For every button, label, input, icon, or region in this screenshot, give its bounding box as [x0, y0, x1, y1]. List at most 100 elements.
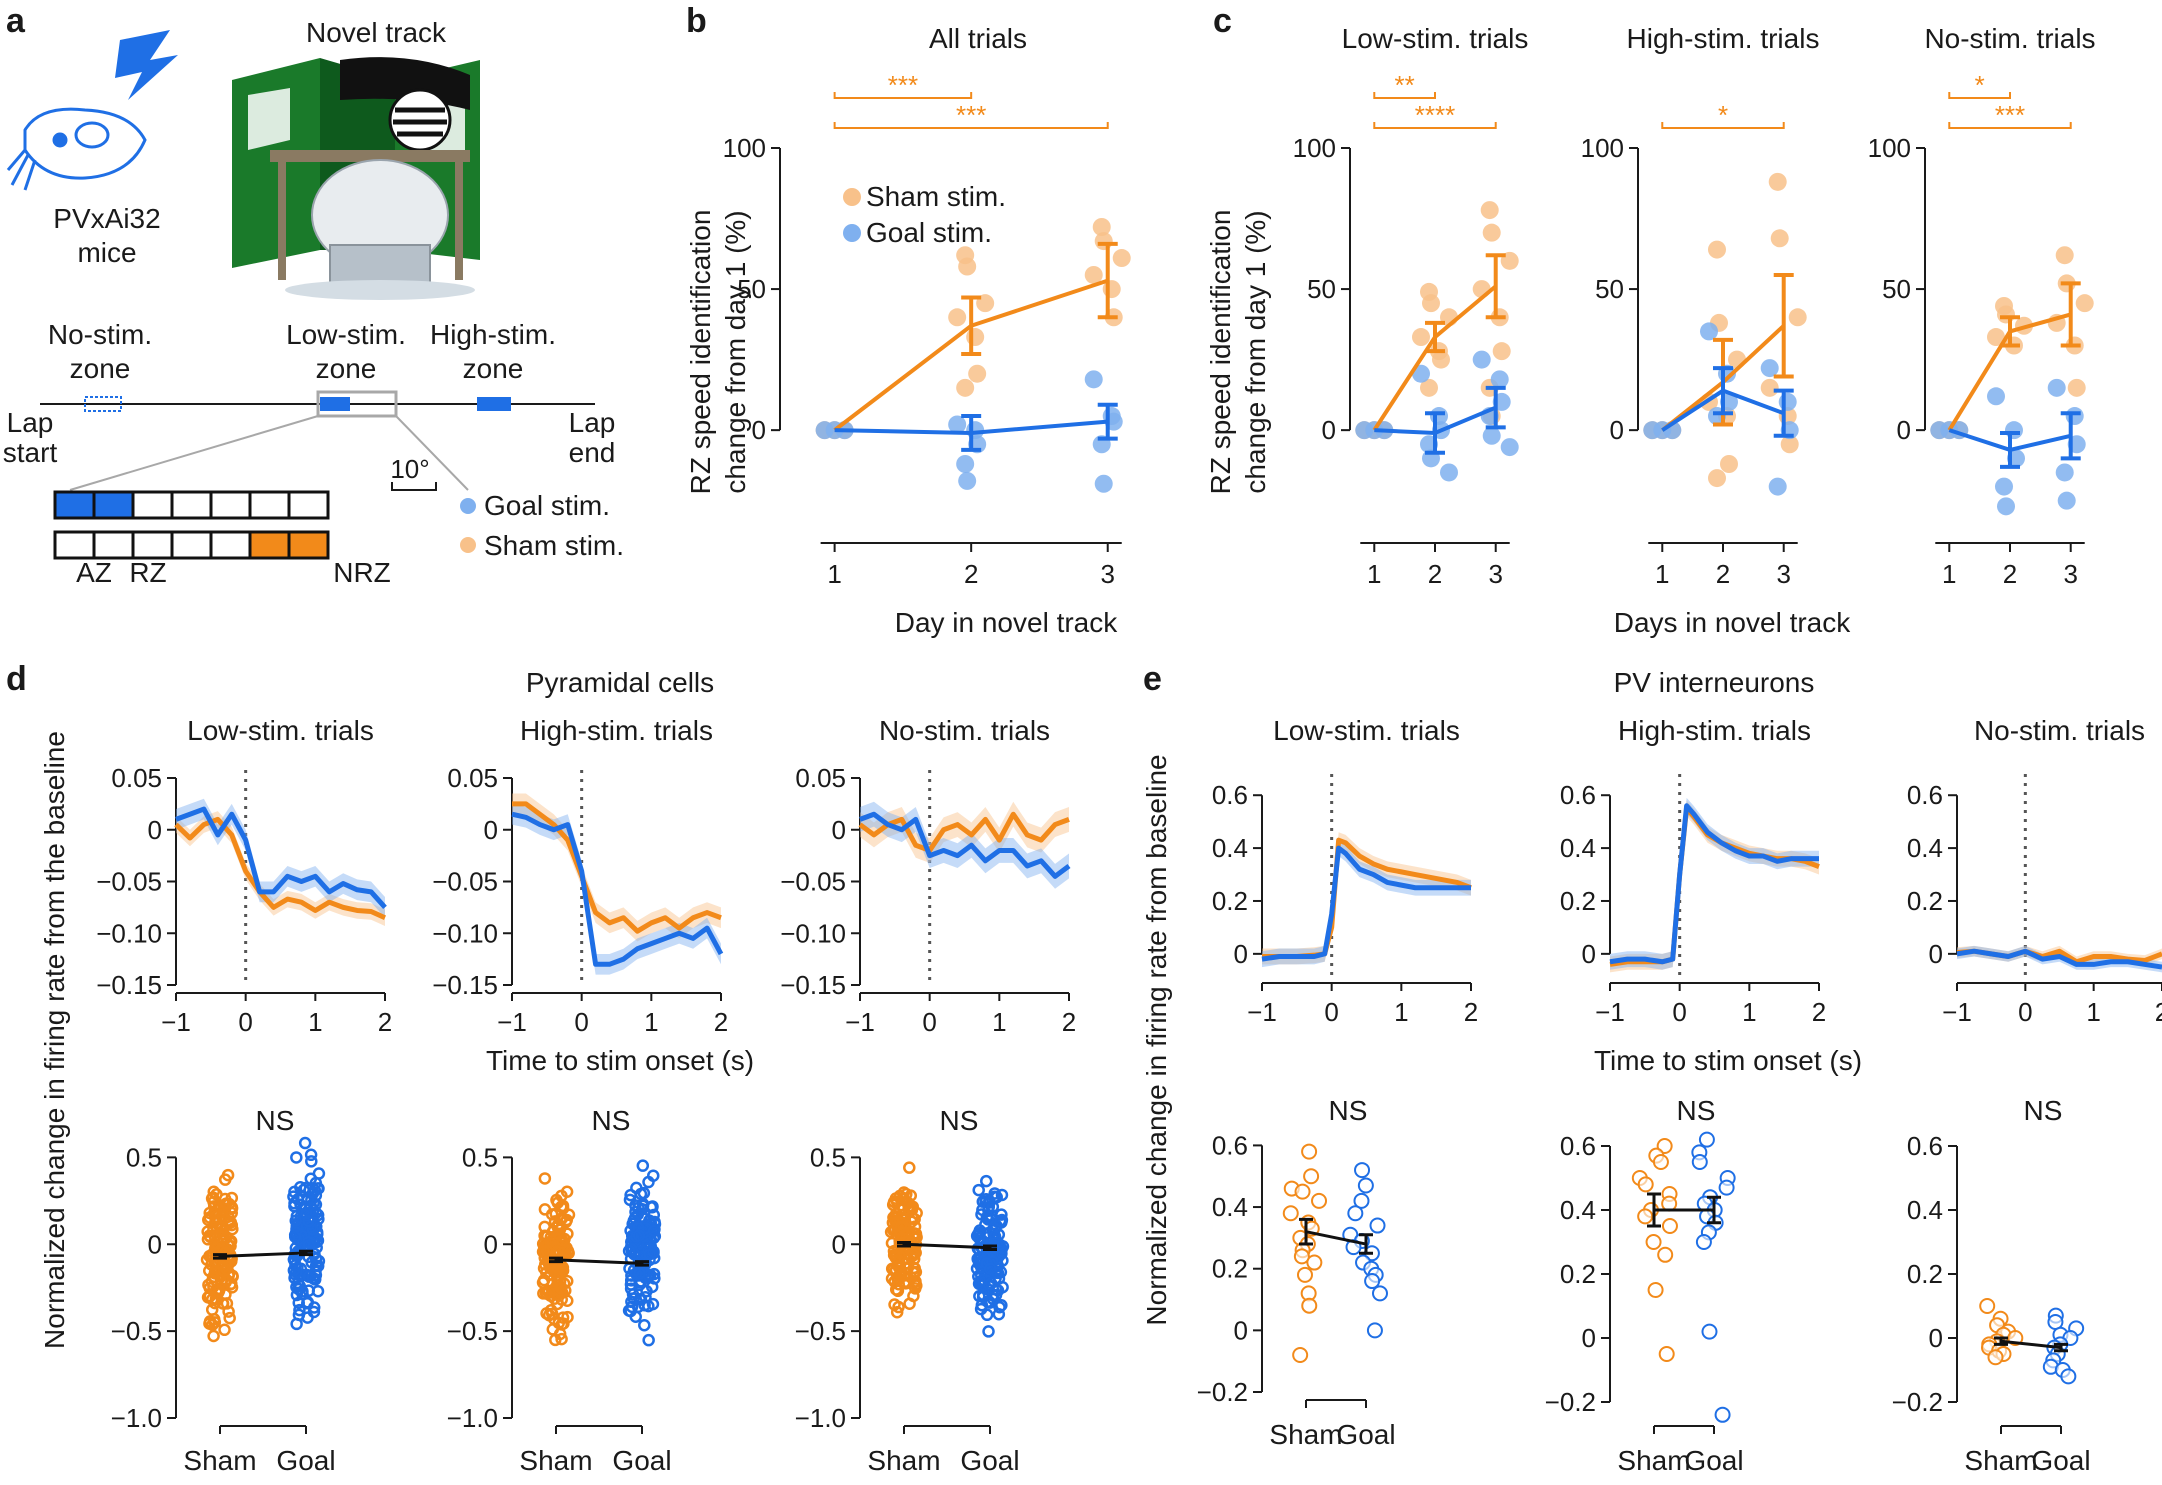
zoom-box: [316, 390, 398, 418]
sem-bar: [1773, 388, 1794, 438]
goal-bin: [248, 490, 291, 520]
y-tick-label: 0.05: [447, 763, 498, 793]
y-tick-label: −0.5: [795, 1316, 846, 1346]
data-point-goal: [1760, 359, 1779, 378]
cell-point-goal: [1691, 1154, 1708, 1170]
cell-point-goal: [1364, 1273, 1381, 1290]
data-point-goal: [1987, 387, 2005, 406]
sem-band-goal: [512, 803, 721, 975]
cell-point-sham: [1637, 1176, 1654, 1193]
mean-sem-bar: [1647, 1192, 1661, 1228]
y-tick-label: 0: [832, 815, 846, 845]
high-stim-zone-label-1: High-stim.: [430, 319, 556, 350]
lap-end-label-2: end: [569, 437, 616, 468]
y-tick-label: −0.15: [432, 970, 498, 1000]
c-ylabel-line1: RZ speed identification: [1205, 210, 1236, 495]
mean-connector: [2000, 1339, 2062, 1350]
cell-point-goal: [982, 1325, 995, 1338]
significance-stars: **: [1395, 70, 1415, 100]
cell-point-goal: [622, 1244, 636, 1258]
legend-goal-label: Goal stim.: [866, 217, 992, 248]
cell-point-goal: [647, 1267, 661, 1281]
data-point-sham: [1412, 328, 1430, 347]
y-tick-label: 0.2: [1907, 886, 1943, 916]
chart-e1: 0 0.2 0.4 0.6 −1 0 1 2 Low-stim. trials: [1212, 715, 1478, 1027]
x-tick-label: 0: [238, 1007, 252, 1037]
y-tick-label: 0: [1929, 939, 1943, 969]
c-xlabel: Days in novel track: [1614, 607, 1852, 638]
sham-bin: [209, 530, 252, 560]
data-point-sham: [1422, 294, 1440, 313]
mean-trace-goal: [1956, 948, 2162, 970]
y-tick-label: 0.2: [1212, 1254, 1248, 1284]
cell-point-goal: [629, 1310, 642, 1323]
y-tick-label: 0.05: [795, 763, 846, 793]
cell-point-goal: [646, 1297, 660, 1311]
sem-bar: [2000, 430, 2020, 469]
data-point-sham: [968, 364, 987, 383]
legend-goal-dot: [460, 498, 476, 514]
x-tick-label: 1: [308, 1007, 322, 1037]
cell-point-sham: [203, 1315, 217, 1328]
chart-title: All trials: [929, 23, 1027, 54]
mean-connector: [219, 1251, 307, 1258]
cell-point-sham: [1645, 1234, 1662, 1250]
lap-start-label-2: start: [3, 437, 58, 468]
mean-trace-goal: [1261, 845, 1471, 962]
significance-label: NS: [592, 1105, 631, 1136]
y-tick-label: 50: [1882, 274, 1911, 304]
cell-point-goal: [995, 1208, 1008, 1221]
cell-point-sham: [1311, 1192, 1328, 1209]
data-point-sham: [1480, 201, 1499, 220]
y-tick-label: 0.4: [1212, 833, 1248, 863]
x-tick-label: 0: [922, 1007, 936, 1037]
cell-point-goal: [1357, 1177, 1374, 1194]
x-tick-label: 2: [2155, 997, 2162, 1027]
significance-label: NS: [256, 1105, 295, 1136]
data-point-sham: [1092, 218, 1111, 236]
data-point-sham: [1788, 308, 1807, 327]
x-tick-label: −1: [1247, 997, 1277, 1027]
x-tick-label: 1: [1942, 559, 1956, 589]
chart-d2: −0.15 −0.10 −0.05 0 0.05 −1 0 1 2 High-stim. tria…: [432, 715, 728, 1037]
y-tick-label: 0.2: [1560, 1259, 1596, 1289]
y-tick-label: 0: [148, 815, 162, 845]
x-tick-label: Goal: [1336, 1419, 1395, 1450]
y-tick-label: 0: [1897, 415, 1911, 445]
chart-c2: 0 50 100 1 2 3 High-stim. trials *: [1581, 23, 1820, 589]
cell-point-goal: [1353, 1192, 1370, 1209]
high-stim-zone-marker: [477, 397, 511, 411]
cell-point-sham: [896, 1191, 910, 1205]
y-tick-label: 0.2: [1212, 886, 1248, 916]
cell-point-goal: [992, 1308, 1006, 1321]
y-tick-label: −0.10: [96, 918, 162, 948]
sem-band-goal: [1610, 797, 1819, 970]
cell-point-goal: [986, 1255, 999, 1268]
cell-point-sham: [556, 1234, 569, 1247]
b-xlabel: Day in novel track: [895, 607, 1119, 638]
significance-stars: *: [1975, 70, 1985, 100]
mean-sem-bar: [1359, 1233, 1373, 1255]
cell-point-goal: [648, 1229, 662, 1243]
cell-point-goal: [638, 1298, 651, 1312]
y-tick-label: 0.4: [1212, 1192, 1248, 1222]
data-point-sham: [1770, 229, 1789, 248]
significance-bar: [1948, 92, 2011, 99]
cell-point-goal: [1354, 1162, 1371, 1179]
x-tick-label: Sham: [1269, 1419, 1342, 1450]
y-tick-label: 50: [737, 274, 766, 304]
cell-point-sham: [890, 1305, 904, 1319]
x-tick-label: 2: [1428, 559, 1442, 589]
data-point-sham: [1997, 305, 2015, 324]
cell-point-goal: [642, 1333, 655, 1347]
data-point-sham: [1780, 435, 1799, 454]
y-tick-label: −0.2: [1545, 1387, 1596, 1417]
cell-point-goal: [309, 1259, 323, 1272]
mean-trace-goal: [511, 811, 724, 967]
cell-point-goal: [288, 1200, 301, 1213]
y-tick-label: 0.6: [1907, 1131, 1943, 1161]
cell-point-goal: [294, 1180, 307, 1194]
cell-point-goal: [625, 1295, 638, 1309]
mean-sem-bar: [1299, 1217, 1313, 1246]
no-stim-zone-marker: [84, 396, 122, 412]
